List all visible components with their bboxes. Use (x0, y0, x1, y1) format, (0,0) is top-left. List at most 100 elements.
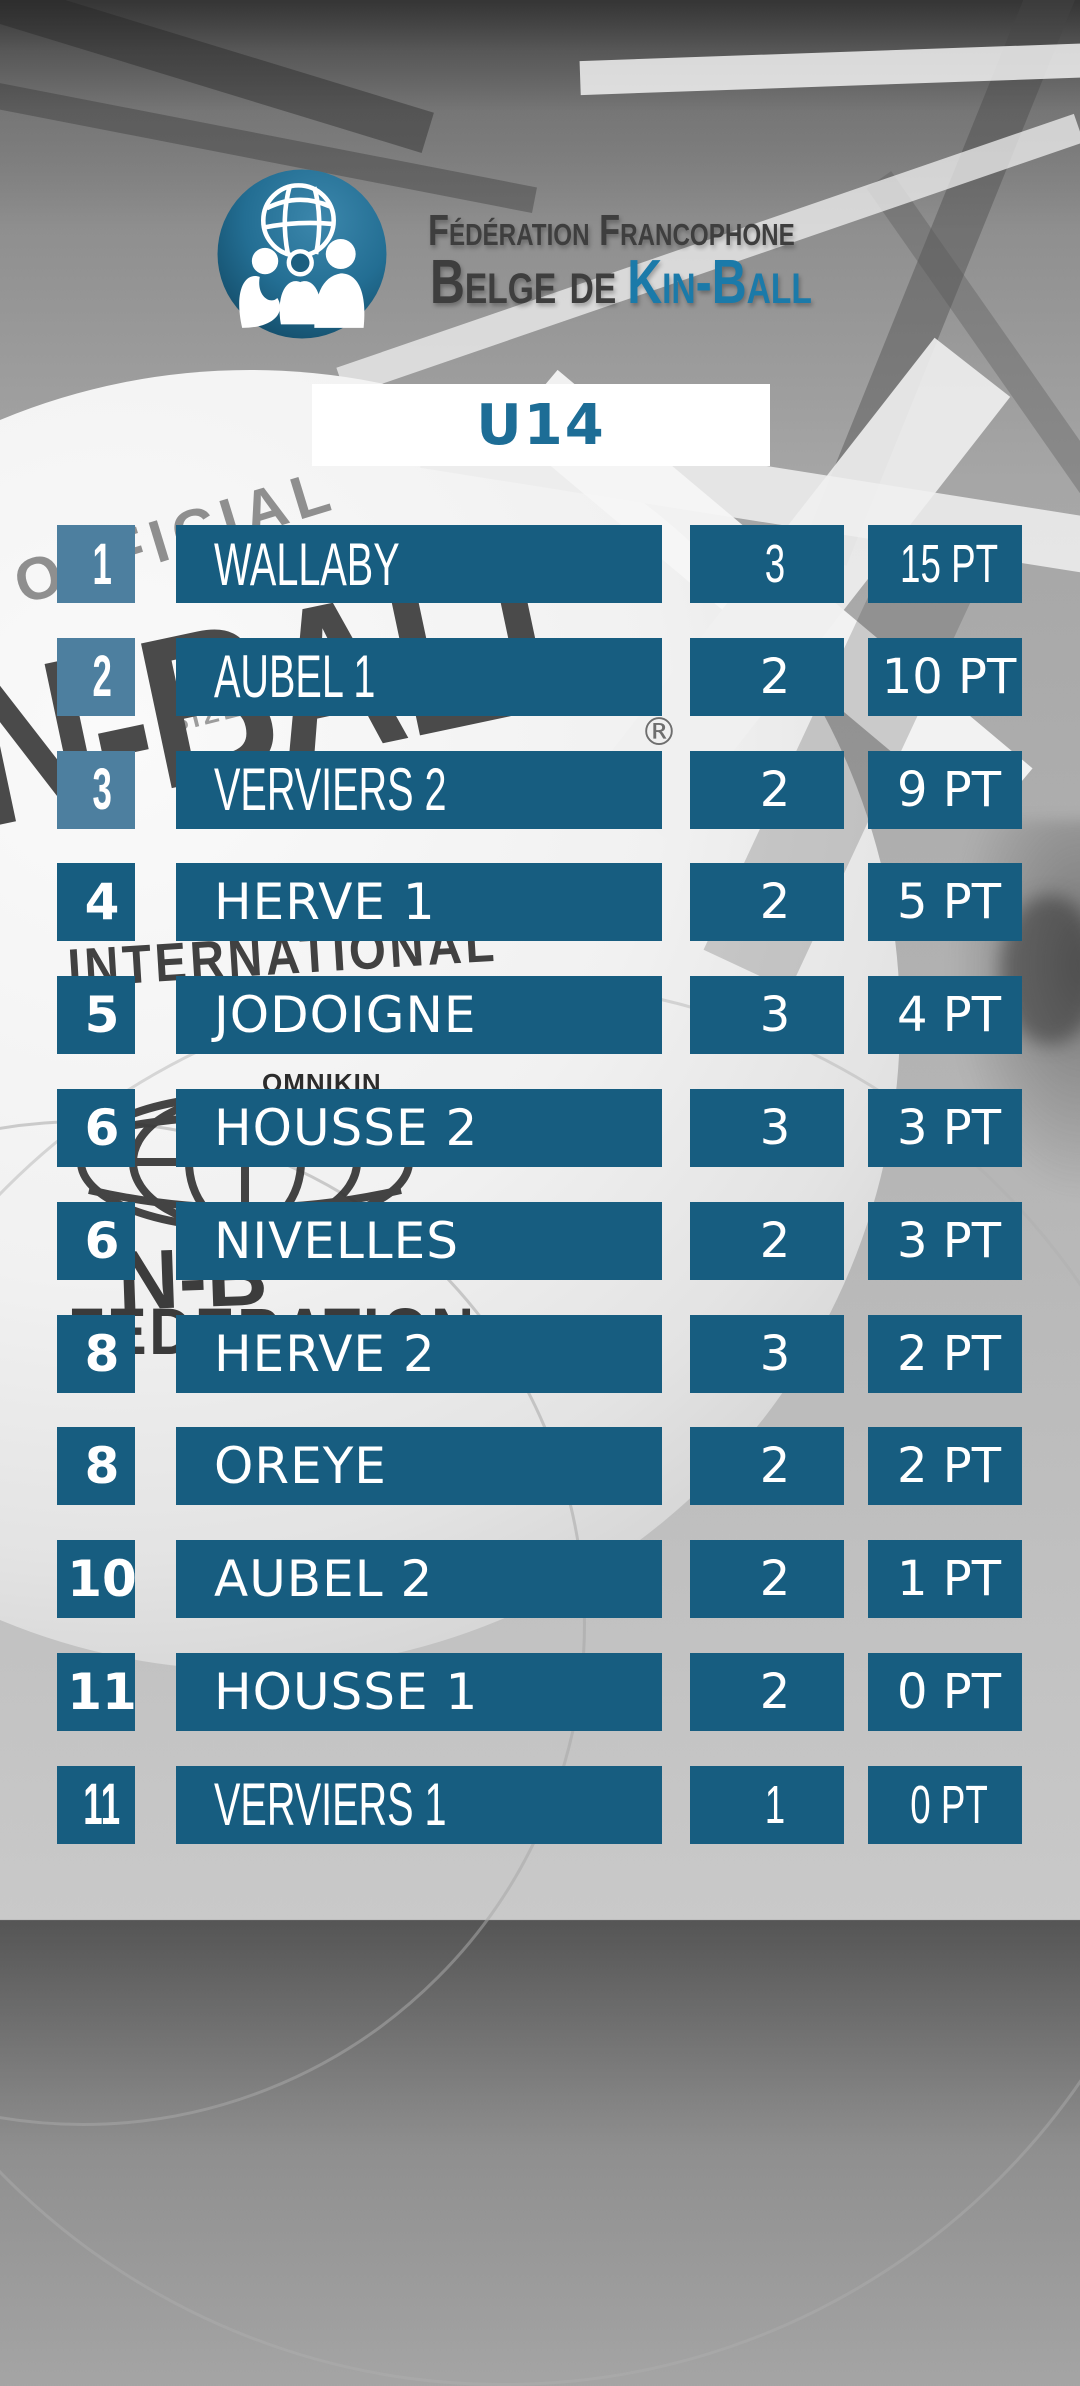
rank-value: 6 (84, 1211, 120, 1270)
rank-value: 8 (84, 1437, 120, 1496)
standings-table: 1 WALLABY 3 15 PT 2 AUBEL 1 2 10 PT 3 VE… (0, 525, 1080, 1844)
points-cell: 1 PT (868, 1540, 1022, 1619)
games-cell: 2 (690, 637, 844, 716)
team-name: JODOIGNE (214, 986, 477, 1045)
games-value: 2 (759, 1551, 791, 1608)
rank-value: 5 (84, 986, 120, 1045)
team-cell: HOUSSE 2 (176, 1089, 662, 1167)
rank-cell: 4 (57, 863, 135, 942)
points-cell: 3 PT (868, 1201, 1022, 1280)
team-name: AUBEL 1 (214, 643, 376, 711)
points-value: 0 PT (896, 1664, 1002, 1720)
points-cell: 2 PT (868, 1314, 1022, 1393)
points-cell: 3 PT (868, 1089, 1022, 1167)
games-cell: 2 (690, 1653, 844, 1731)
points-value: 10 PT (881, 648, 1017, 705)
table-row: 8 OREYE 2 2 PT (0, 1427, 1080, 1506)
team-cell: VERVIERS 2 (176, 750, 662, 829)
rank-cell: 6 (57, 1201, 135, 1280)
team-name: HERVE 2 (214, 1324, 436, 1383)
team-name: WALLABY (214, 530, 400, 598)
rank-cell: 8 (57, 1314, 135, 1393)
games-value: 3 (759, 987, 791, 1044)
points-cell: 4 PT (868, 976, 1022, 1055)
table-row: 10 AUBEL 2 2 1 PT (0, 1540, 1080, 1619)
points-value: 0 PT (910, 1774, 988, 1835)
rank-cell: 10 (57, 1540, 137, 1619)
team-name: VERVIERS 1 (214, 1771, 447, 1839)
table-row: 6 NIVELLES 2 3 PT (0, 1201, 1080, 1280)
rank-cell: 11 (57, 1653, 137, 1731)
team-cell: OREYE (176, 1427, 662, 1506)
rank-cell: 8 (57, 1427, 135, 1506)
team-name: VERVIERS 2 (214, 756, 447, 824)
table-row: 8 HERVE 2 3 2 PT (0, 1314, 1080, 1393)
org-name-line1: Fédération Francophone (428, 206, 795, 255)
team-cell: NIVELLES (176, 1201, 662, 1280)
points-value: 1 PT (896, 1551, 1002, 1608)
org-name-brand: Kin-Ball (627, 248, 812, 317)
games-cell: 3 (690, 525, 844, 603)
team-cell: AUBEL 2 (176, 1540, 662, 1619)
org-name-line2-prefix: Belge de (430, 248, 617, 317)
rank-cell: 3 (57, 750, 135, 829)
games-cell: 3 (690, 976, 844, 1055)
games-value: 2 (759, 1212, 791, 1269)
games-cell: 1 (690, 1765, 844, 1844)
games-cell: 2 (690, 1201, 844, 1280)
points-value: 3 PT (896, 1100, 1002, 1156)
category-label: U14 (476, 392, 606, 458)
org-name-line2: Belge de Kin-Ball (430, 247, 812, 318)
games-value: 2 (759, 1438, 791, 1495)
points-cell: 5 PT (868, 863, 1022, 942)
table-row: 1 WALLABY 3 15 PT (0, 525, 1080, 603)
games-value: 3 (764, 534, 786, 594)
team-cell: WALLABY (176, 525, 662, 603)
rank-value: 11 (83, 1772, 121, 1838)
rank-cell: 5 (57, 976, 135, 1055)
points-value: 4 PT (896, 987, 1002, 1044)
points-cell: 2 PT (868, 1427, 1022, 1506)
team-cell: HOUSSE 1 (176, 1653, 662, 1731)
table-row: 11 HOUSSE 1 2 0 PT (0, 1653, 1080, 1731)
points-cell: 15 PT (868, 525, 1022, 603)
points-cell: 0 PT (868, 1653, 1022, 1731)
games-cell: 2 (690, 1540, 844, 1619)
points-cell: 0 PT (868, 1765, 1022, 1844)
games-value: 2 (759, 648, 791, 705)
points-cell: 10 PT (868, 637, 1022, 716)
games-value: 3 (759, 1325, 791, 1382)
kin-ball-logo (217, 169, 387, 339)
games-value: 2 (759, 874, 791, 931)
team-cell: VERVIERS 1 (176, 1765, 662, 1844)
games-cell: 2 (690, 863, 844, 942)
rank-value: 4 (84, 873, 120, 932)
team-cell: AUBEL 1 (176, 637, 662, 716)
team-name: OREYE (214, 1437, 387, 1496)
team-name: AUBEL 2 (214, 1550, 434, 1609)
rank-cell: 6 (57, 1089, 135, 1167)
team-name: HOUSSE 1 (214, 1663, 479, 1721)
rank-value: 8 (84, 1324, 120, 1383)
rank-cell: 11 (57, 1765, 135, 1844)
games-cell: 2 (690, 1427, 844, 1506)
rank-cell: 2 (57, 637, 135, 716)
games-value: 2 (759, 761, 791, 818)
team-cell: HERVE 1 (176, 863, 662, 942)
team-name: HOUSSE 2 (214, 1099, 479, 1157)
points-cell: 9 PT (868, 750, 1022, 829)
points-value: 5 PT (896, 874, 1002, 931)
points-value: 15 PT (900, 534, 998, 594)
rank-value: 6 (84, 1099, 120, 1157)
rank-value: 11 (67, 1663, 137, 1721)
team-cell: JODOIGNE (176, 976, 662, 1055)
games-value: 3 (759, 1100, 791, 1156)
table-row: 2 AUBEL 1 2 10 PT (0, 637, 1080, 716)
table-row: 5 JODOIGNE 3 4 PT (0, 976, 1080, 1055)
games-value: 1 (764, 1774, 786, 1835)
points-value: 9 PT (896, 761, 1002, 818)
registered-mark-icon: ® (640, 710, 678, 754)
games-value: 2 (759, 1664, 791, 1720)
header: Fédération Francophone Belge de Kin-Ball (217, 169, 812, 339)
rank-cell: 1 (57, 525, 135, 603)
